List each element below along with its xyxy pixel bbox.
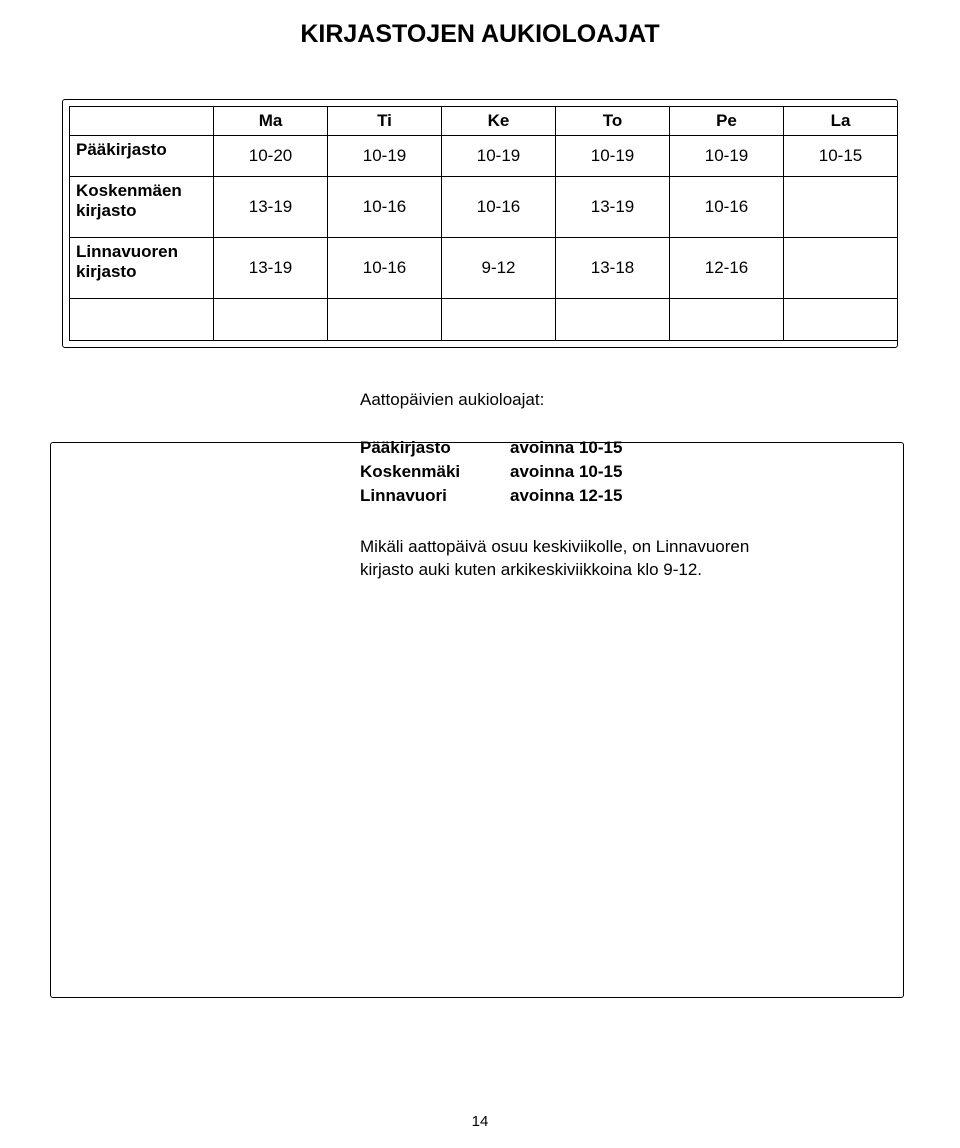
cell: 10-16 xyxy=(328,177,442,238)
page-title: KIRJASTOJEN AUKIOLOAJAT xyxy=(60,20,900,49)
cell: 10-19 xyxy=(442,136,556,177)
eve-val: avoinna 10-15 xyxy=(510,460,622,484)
table-spacer-row xyxy=(70,299,898,341)
cell: 9-12 xyxy=(442,238,556,299)
eve-table: Pääkirjasto avoinna 10-15 Koskenmäki avo… xyxy=(360,436,622,508)
eve-loc: Koskenmäki xyxy=(360,460,510,484)
page-number: 14 xyxy=(0,1113,960,1130)
eve-row: Pääkirjasto avoinna 10-15 xyxy=(360,436,622,460)
header-blank xyxy=(70,107,214,136)
eve-row: Linnavuori avoinna 12-15 xyxy=(360,484,622,508)
col-la: La xyxy=(784,107,898,136)
col-pe: Pe xyxy=(670,107,784,136)
cell: 12-16 xyxy=(670,238,784,299)
eve-loc: Pääkirjasto xyxy=(360,436,510,460)
eve-hours-block: Aattopäivien aukioloajat: Pääkirjasto av… xyxy=(360,390,900,582)
cell: 13-19 xyxy=(214,177,328,238)
hours-table-container: Ma Ti Ke To Pe La Pääkirjasto 10-20 10-1… xyxy=(62,99,898,348)
cell: 13-19 xyxy=(214,238,328,299)
cell: 13-18 xyxy=(556,238,670,299)
cell: 10-20 xyxy=(214,136,328,177)
cell xyxy=(784,238,898,299)
table-row: Pääkirjasto 10-20 10-19 10-19 10-19 10-1… xyxy=(70,136,898,177)
eve-heading: Aattopäivien aukioloajat: xyxy=(360,390,900,410)
cell: 10-16 xyxy=(328,238,442,299)
table-header-row: Ma Ti Ke To Pe La xyxy=(70,107,898,136)
cell: 10-19 xyxy=(670,136,784,177)
cell: 10-15 xyxy=(784,136,898,177)
row-label-linnavuoren: Linnavuoren kirjasto xyxy=(70,238,214,299)
eve-val: avoinna 10-15 xyxy=(510,436,622,460)
table-row: Linnavuoren kirjasto 13-19 10-16 9-12 13… xyxy=(70,238,898,299)
col-to: To xyxy=(556,107,670,136)
cell: 13-19 xyxy=(556,177,670,238)
row-label-koskenmaen: Koskenmäen kirjasto xyxy=(70,177,214,238)
hours-table: Ma Ti Ke To Pe La Pääkirjasto 10-20 10-1… xyxy=(69,106,898,341)
eve-loc: Linnavuori xyxy=(360,484,510,508)
col-ke: Ke xyxy=(442,107,556,136)
col-ti: Ti xyxy=(328,107,442,136)
cell: 10-16 xyxy=(670,177,784,238)
cell: 10-19 xyxy=(556,136,670,177)
col-ma: Ma xyxy=(214,107,328,136)
eve-note: Mikäli aattopäivä osuu keskiviikolle, on… xyxy=(360,536,800,582)
table-row: Koskenmäen kirjasto 13-19 10-16 10-16 13… xyxy=(70,177,898,238)
cell: 10-16 xyxy=(442,177,556,238)
cell: 10-19 xyxy=(328,136,442,177)
row-label-paakirjasto: Pääkirjasto xyxy=(70,136,214,177)
eve-row: Koskenmäki avoinna 10-15 xyxy=(360,460,622,484)
cell xyxy=(784,177,898,238)
eve-val: avoinna 12-15 xyxy=(510,484,622,508)
